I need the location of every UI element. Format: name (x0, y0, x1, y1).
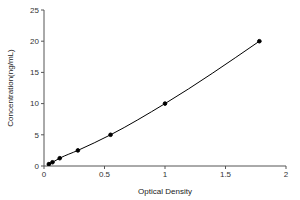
svg-text:5: 5 (35, 131, 40, 140)
svg-text:Optical Density: Optical Density (138, 187, 192, 196)
svg-text:20: 20 (30, 37, 39, 46)
svg-text:Concentration(ng/mL): Concentration(ng/mL) (8, 49, 15, 127)
svg-text:0.5: 0.5 (99, 170, 111, 179)
svg-text:1.5: 1.5 (220, 170, 232, 179)
svg-text:0: 0 (42, 170, 47, 179)
svg-text:1: 1 (163, 170, 168, 179)
svg-text:25: 25 (30, 6, 39, 15)
svg-text:0: 0 (35, 162, 40, 171)
svg-text:15: 15 (30, 68, 39, 77)
svg-text:10: 10 (30, 99, 39, 108)
svg-text:2: 2 (284, 170, 289, 179)
